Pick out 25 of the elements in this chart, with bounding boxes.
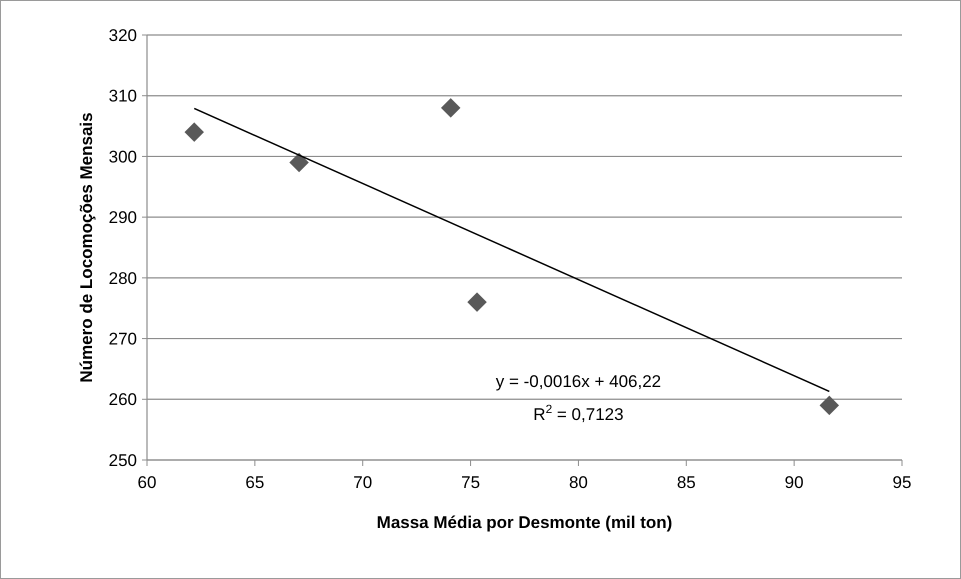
x-tick-label: 90 [784, 473, 804, 492]
point [820, 396, 840, 416]
x-tick-label: 65 [245, 473, 264, 492]
y-tick-label: 270 [108, 330, 137, 349]
y-tick-label: 290 [108, 208, 137, 228]
point [467, 292, 487, 312]
y-tick-label: 310 [108, 86, 137, 106]
y-axis-title: Número de Locomoções Mensais [77, 112, 96, 383]
point [440, 98, 460, 118]
x-tick-label: 75 [461, 473, 480, 492]
x-tick-label: 60 [138, 473, 156, 492]
x-tick-label: 85 [676, 473, 696, 492]
y-tick-label: 260 [108, 390, 137, 410]
y-tick-label: 320 [108, 26, 137, 45]
point [289, 152, 309, 172]
y-tick-label: 300 [108, 147, 137, 166]
y-tick-label: 250 [108, 450, 137, 470]
annotation: y = -0,0016x + 406,22 [496, 372, 662, 392]
point [184, 122, 204, 142]
x-tick-label: 80 [568, 473, 588, 492]
x-tick-label: 70 [353, 473, 372, 492]
x-axis-title: Massa Média por Desmonte (mil ton) [376, 513, 672, 532]
x-tick-label: 95 [892, 473, 912, 492]
y-tick-label: 280 [108, 268, 137, 288]
annotation: R$^{2}$ = 0,7123 [533, 402, 624, 424]
